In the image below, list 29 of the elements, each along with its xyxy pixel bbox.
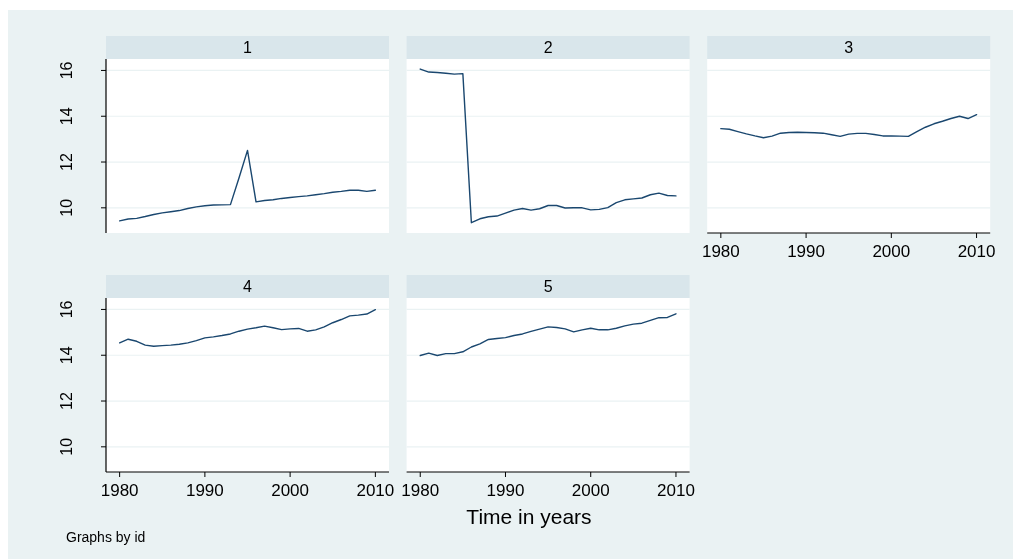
- x-tick-label: 1990: [185, 481, 224, 500]
- x-tick-label: 2000: [271, 481, 310, 500]
- x-tick-label: 2000: [571, 481, 610, 500]
- x-tick-label: 1980: [701, 242, 740, 261]
- y-tick-label: 16: [58, 61, 75, 80]
- x-tick-label: 2010: [356, 481, 395, 500]
- y-tick-label: 14: [58, 107, 75, 126]
- x-tick-label: 1990: [486, 481, 525, 500]
- y-tick-label: 16: [58, 300, 75, 319]
- x-tick-label: 2010: [657, 481, 695, 500]
- x-axis-title: Time in years: [466, 505, 592, 528]
- chart-title: 4: [243, 278, 253, 295]
- y-tick-label: 10: [58, 437, 75, 456]
- y-tick-label: 12: [58, 392, 75, 410]
- line-series: [118, 308, 377, 348]
- chart-title: 2: [543, 39, 553, 56]
- x-tick-label: 1990: [787, 242, 825, 261]
- x-tick-label: 2010: [957, 242, 996, 261]
- y-tick-label: 12: [58, 153, 75, 171]
- chart-title: 1: [243, 39, 253, 56]
- text: Graphs by id: [66, 529, 146, 545]
- x-tick-label: 2000: [872, 242, 911, 261]
- chart-title: 5: [543, 278, 553, 295]
- chart-title: 3: [844, 39, 854, 56]
- x-tick-label: 1980: [100, 481, 139, 500]
- y-tick-label: 14: [58, 346, 75, 365]
- line-series: [118, 149, 377, 222]
- x-tick-label: 1980: [401, 481, 440, 500]
- y-tick-label: 10: [58, 198, 75, 217]
